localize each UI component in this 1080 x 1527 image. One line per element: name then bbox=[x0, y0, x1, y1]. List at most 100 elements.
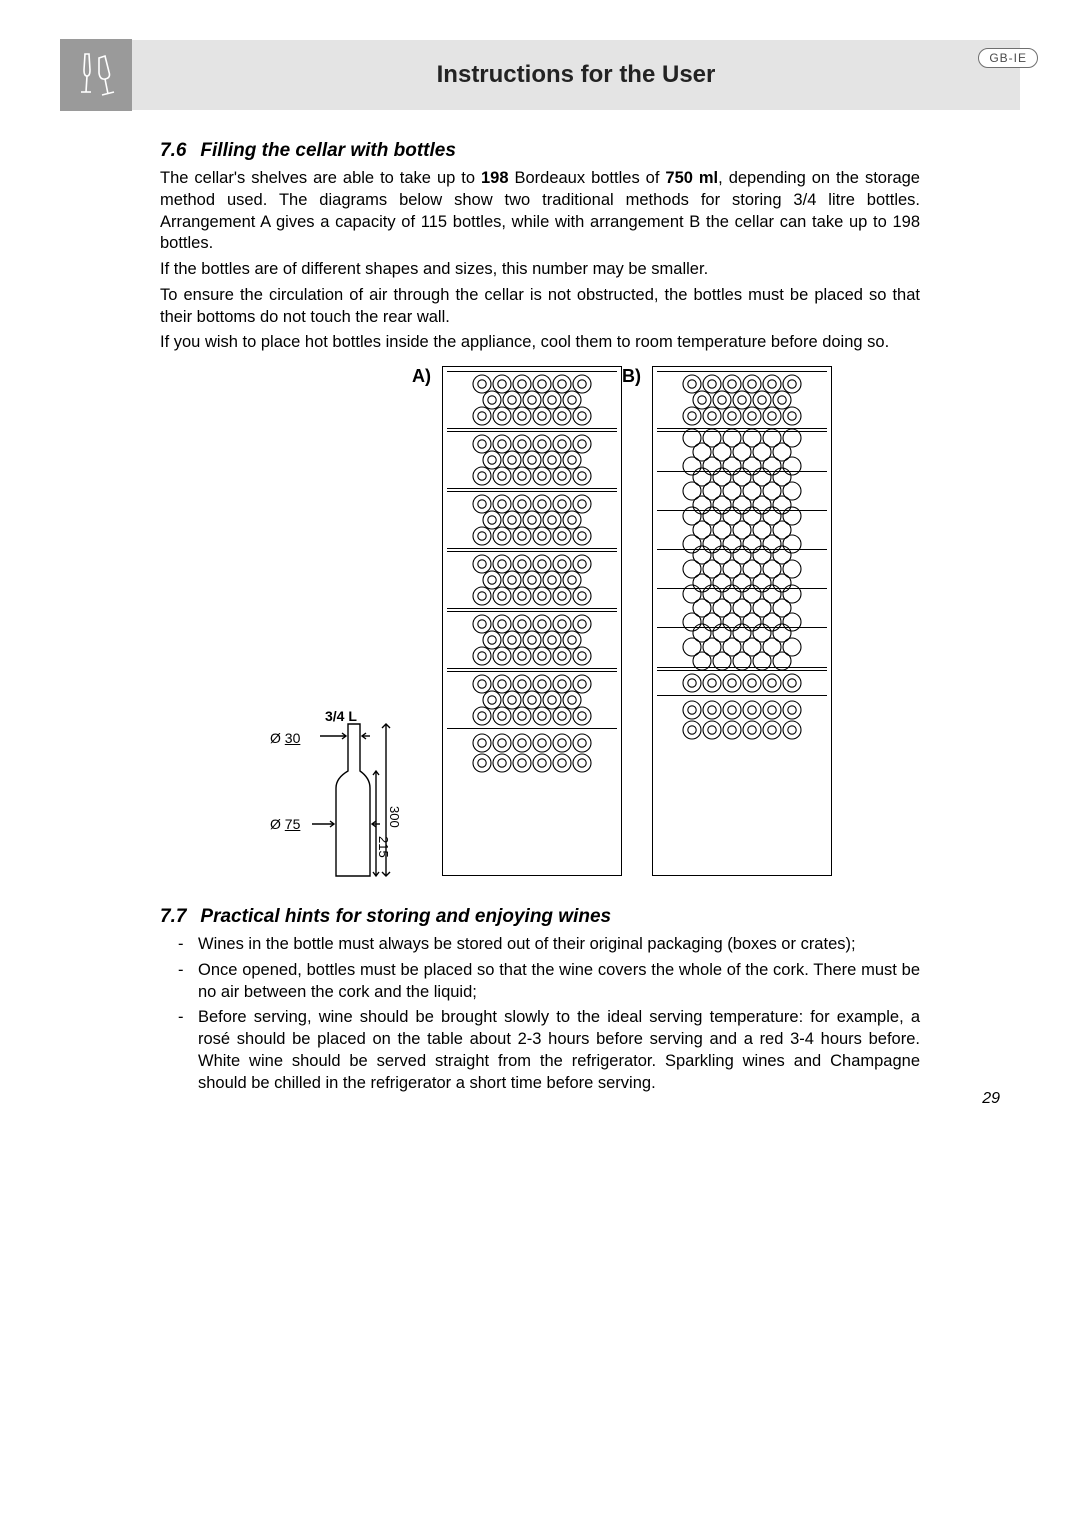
bottle-icon bbox=[722, 700, 742, 720]
bottle-icon bbox=[552, 586, 572, 606]
bottle-icon bbox=[472, 586, 492, 606]
bottle-icon bbox=[552, 733, 572, 753]
bottle-icon bbox=[762, 700, 782, 720]
bottle-icon bbox=[712, 651, 732, 671]
bottle-icon bbox=[572, 466, 592, 486]
bottle-icon bbox=[572, 586, 592, 606]
bottle-icon bbox=[572, 753, 592, 773]
text: Bordeaux bottles of bbox=[509, 169, 666, 187]
bottle-icon bbox=[472, 526, 492, 546]
shelf bbox=[657, 371, 827, 429]
bottle-icon bbox=[702, 700, 722, 720]
bottle-icon bbox=[512, 586, 532, 606]
bottle-icon bbox=[532, 466, 552, 486]
shelf bbox=[447, 551, 617, 609]
dim-dia-75: Ø 75 bbox=[270, 816, 300, 832]
bottle-icon bbox=[492, 646, 512, 666]
bottle-icon bbox=[552, 753, 572, 773]
bottle-icon bbox=[532, 646, 552, 666]
figure-cellar-arrangements: A) B) 3/4 L Ø 30 Ø 75 bbox=[160, 366, 920, 896]
bottle-icon bbox=[532, 406, 552, 426]
bottle-icon bbox=[742, 720, 762, 740]
bottle-icon bbox=[572, 526, 592, 546]
text-bold: 750 ml bbox=[665, 169, 718, 187]
hint-item: Wines in the bottle must always be store… bbox=[178, 934, 920, 956]
shelf-stack bbox=[657, 431, 827, 668]
bottle-icon bbox=[532, 706, 552, 726]
bottle-icon bbox=[472, 646, 492, 666]
dim-300-text: 300 bbox=[387, 806, 402, 828]
cellar-diagram-a bbox=[442, 366, 622, 876]
bottle-icon bbox=[552, 466, 572, 486]
bottle-icon bbox=[722, 406, 742, 426]
bottle-icon bbox=[492, 706, 512, 726]
section-title: Filling the cellar with bottles bbox=[200, 140, 455, 161]
bottle-icon bbox=[762, 673, 782, 693]
bottle-icon bbox=[492, 406, 512, 426]
bottle-outline-icon: 300 215 bbox=[230, 716, 430, 896]
section-7-7-heading: 7.7Practical hints for storing and enjoy… bbox=[160, 906, 920, 928]
bottle-icon bbox=[512, 753, 532, 773]
para-7-6-4: If you wish to place hot bottles inside … bbox=[160, 332, 920, 354]
figure-label-b: B) bbox=[622, 366, 641, 387]
bottle-icon bbox=[702, 673, 722, 693]
text: The cellar's shelves are able to take up… bbox=[160, 169, 481, 187]
bottle-icon bbox=[782, 406, 802, 426]
bottle-icon bbox=[682, 406, 702, 426]
section-7-6-heading: 7.6 Filling the cellar with bottles bbox=[160, 140, 920, 162]
page-root: Instructions for the User GB-IE 7.6 Filli… bbox=[0, 0, 1080, 1138]
header-bar: Instructions for the User GB-IE bbox=[60, 40, 1020, 110]
para-7-6-1: The cellar's shelves are able to take up… bbox=[160, 168, 920, 255]
shelf bbox=[447, 611, 617, 669]
bottle-icon bbox=[552, 406, 572, 426]
wine-glasses-icon bbox=[60, 39, 132, 111]
hint-item: Before serving, wine should be brought s… bbox=[178, 1007, 920, 1094]
bottle-icon bbox=[492, 526, 512, 546]
figure-label-a: A) bbox=[412, 366, 431, 387]
shelf bbox=[657, 670, 827, 696]
bottle-icon bbox=[552, 646, 572, 666]
bottle-icon bbox=[492, 466, 512, 486]
bottle-icon bbox=[472, 466, 492, 486]
bottle-icon bbox=[512, 406, 532, 426]
bottle-icon bbox=[572, 706, 592, 726]
bottle-icon bbox=[702, 720, 722, 740]
bottle-icon bbox=[512, 733, 532, 753]
shelf bbox=[657, 698, 827, 742]
bottle-icon bbox=[722, 720, 742, 740]
bottle-icon bbox=[512, 466, 532, 486]
bottle-icon bbox=[762, 720, 782, 740]
bottle-icon bbox=[762, 406, 782, 426]
bottle-icon bbox=[572, 733, 592, 753]
bottle-icon bbox=[742, 673, 762, 693]
bottle-icon bbox=[492, 753, 512, 773]
cellar-diagram-b bbox=[652, 366, 832, 876]
bottle-icon bbox=[682, 700, 702, 720]
bottle-icon bbox=[492, 733, 512, 753]
bottle-icon bbox=[782, 720, 802, 740]
bottle-icon bbox=[682, 720, 702, 740]
shelf bbox=[447, 491, 617, 549]
section-number: 7.6 bbox=[160, 140, 186, 161]
hints-list: Wines in the bottle must always be store… bbox=[160, 934, 920, 1094]
bottle-icon bbox=[552, 526, 572, 546]
shelf bbox=[447, 431, 617, 489]
shelf bbox=[447, 671, 617, 729]
bottle-icon bbox=[782, 673, 802, 693]
hint-item: Once opened, bottles must be placed so t… bbox=[178, 960, 920, 1004]
bottle-icon bbox=[472, 706, 492, 726]
para-7-6-3: To ensure the circulation of air through… bbox=[160, 285, 920, 329]
bottle-icon bbox=[472, 753, 492, 773]
bottle-icon bbox=[722, 673, 742, 693]
bottle-dimension-drawing: 3/4 L Ø 30 Ø 75 bbox=[230, 716, 410, 886]
bottle-icon bbox=[512, 706, 532, 726]
shelf bbox=[447, 371, 617, 429]
bottle-icon bbox=[572, 646, 592, 666]
bottle-icon bbox=[472, 406, 492, 426]
bottle-icon bbox=[682, 673, 702, 693]
page-title: Instructions for the User bbox=[132, 61, 1020, 89]
bottle-icon bbox=[702, 406, 722, 426]
para-7-6-2: If the bottles are of different shapes a… bbox=[160, 259, 920, 281]
bottle-icon bbox=[742, 700, 762, 720]
bottle-icon bbox=[742, 406, 762, 426]
